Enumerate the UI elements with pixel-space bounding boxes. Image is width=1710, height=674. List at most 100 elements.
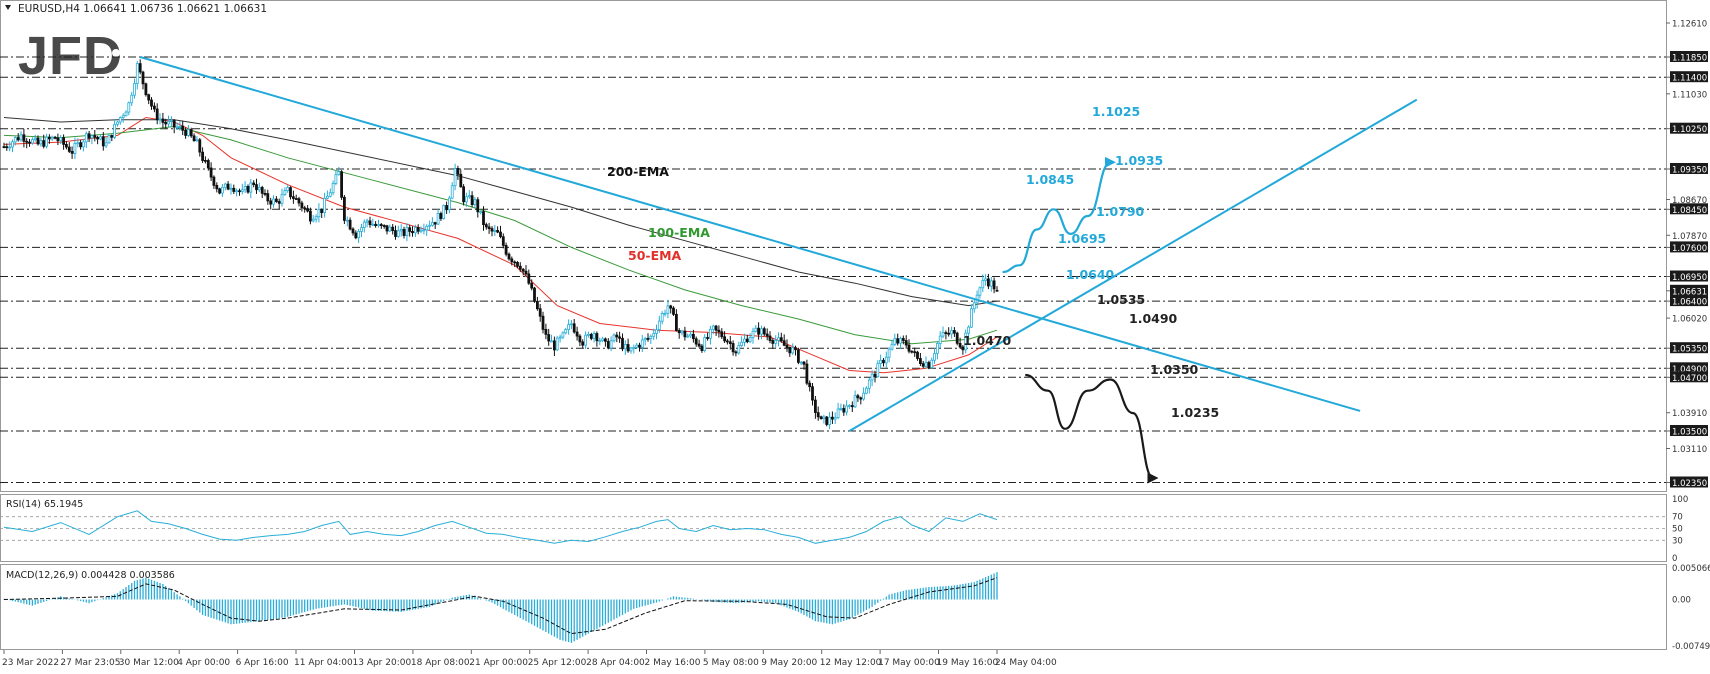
candle-body — [672, 307, 675, 315]
candle-body — [104, 142, 108, 147]
candle-body — [592, 333, 596, 339]
candle-body — [297, 198, 301, 204]
candle-body — [853, 395, 857, 408]
candle-body — [215, 184, 219, 190]
candle-body — [675, 313, 678, 331]
annotation-label: 1.0640 — [1066, 267, 1115, 282]
candle-body — [972, 302, 976, 310]
candle-body — [899, 338, 902, 344]
time-tick-label: 4 Apr 00:00 — [177, 658, 230, 668]
candle-body — [924, 362, 928, 367]
candle-body — [652, 332, 656, 337]
ema-line-50-ema — [3, 116, 998, 374]
candle-body — [567, 324, 570, 330]
candle-body — [416, 227, 420, 232]
candle-body — [859, 397, 863, 400]
candle-body — [238, 190, 241, 193]
candle-body — [728, 341, 732, 344]
projection-up-arrow — [1002, 156, 1116, 274]
candle-body — [340, 171, 344, 198]
candle-body — [294, 198, 298, 200]
candle-body — [368, 220, 372, 225]
candle-body — [598, 340, 602, 343]
candle-body — [842, 408, 846, 413]
candle-body — [453, 167, 457, 187]
candle-body — [317, 208, 321, 218]
candle-body — [666, 305, 670, 314]
candle-body — [476, 199, 480, 213]
time-tick-label: 27 Mar 23:05 — [60, 658, 120, 668]
candle-body — [30, 139, 34, 144]
candle-body — [768, 335, 772, 341]
candle-body — [984, 278, 987, 281]
candle-body — [169, 120, 173, 122]
candle-body — [612, 334, 616, 342]
candle-body — [269, 200, 273, 205]
candle-body — [436, 213, 440, 225]
candle-body — [459, 173, 463, 188]
candle-body — [226, 183, 230, 190]
rsi-tick-label: 100 — [1672, 495, 1688, 505]
candle-body — [689, 333, 692, 337]
candle-body — [944, 332, 948, 335]
candle-body — [660, 312, 664, 322]
candle-body — [255, 184, 258, 191]
candle-body — [680, 330, 684, 334]
chart-header: EURUSD,H4 1.06641 1.06736 1.06621 1.0663… — [18, 3, 267, 15]
candle-body — [564, 329, 568, 334]
candle-body — [720, 331, 724, 338]
candle-body — [828, 416, 831, 425]
candle-body — [325, 195, 329, 199]
candle-body — [42, 140, 46, 147]
candle-body — [430, 222, 434, 226]
candle-body — [527, 273, 531, 284]
candle-body — [700, 345, 704, 352]
price-label-box — [1670, 241, 1708, 253]
candle-body — [65, 143, 68, 148]
candle-body — [189, 129, 193, 137]
price-label-box — [1670, 270, 1708, 282]
candle-body — [11, 141, 14, 148]
price-label-box — [1670, 362, 1708, 374]
price-label-box — [1670, 476, 1708, 488]
candle-body — [893, 338, 897, 345]
candle-body — [2, 146, 6, 149]
candle-body — [555, 337, 559, 351]
price-label-box — [1670, 71, 1708, 83]
time-tick-label: 24 May 04:00 — [995, 658, 1057, 668]
candle-body — [246, 185, 250, 193]
candle-body — [379, 224, 383, 227]
candle-body — [328, 192, 332, 197]
candle-body — [439, 213, 443, 219]
candle-body — [96, 136, 99, 140]
candle-body — [521, 268, 525, 272]
candle-body — [25, 140, 29, 143]
candle-body — [516, 261, 519, 267]
collapse-triangle-icon[interactable] — [5, 5, 11, 10]
candle-body — [150, 99, 153, 107]
candle-body — [70, 150, 74, 154]
candle-body — [124, 111, 128, 117]
price-label-box — [1670, 284, 1708, 296]
candle-body — [164, 122, 168, 125]
candle-body — [175, 126, 179, 129]
candle-body — [609, 340, 613, 349]
candle-body — [802, 361, 806, 365]
candle-body — [82, 141, 85, 148]
candle-body — [919, 358, 922, 364]
candle-body — [544, 328, 548, 335]
candle-body — [428, 224, 432, 227]
candle-body — [490, 228, 494, 232]
candle-body — [848, 405, 851, 407]
candle-body — [16, 137, 20, 141]
candle-body — [470, 195, 474, 205]
candle-body — [235, 190, 239, 193]
candle-body — [311, 218, 315, 222]
candle-body — [992, 280, 996, 290]
candle-body — [745, 338, 749, 343]
time-tick-label: 9 May 20:00 — [761, 658, 817, 668]
candle-body — [816, 412, 820, 418]
candle-body — [229, 187, 233, 190]
candle-body — [314, 216, 318, 220]
time-tick-label: 19 May 16:00 — [937, 658, 999, 668]
